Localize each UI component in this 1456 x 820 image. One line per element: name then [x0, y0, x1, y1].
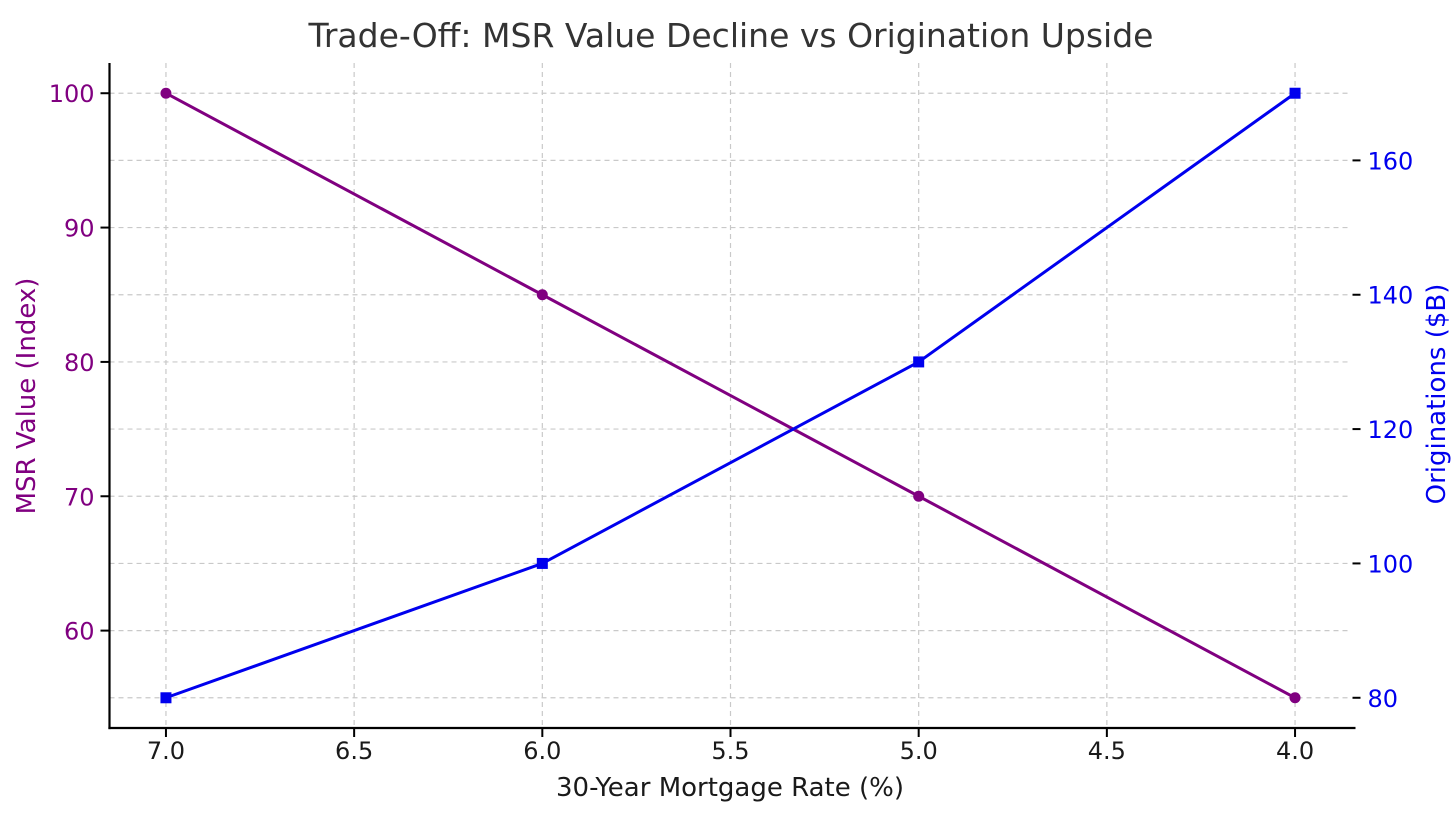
- right-tick-label: 140: [1368, 282, 1414, 310]
- left-tick-label: 90: [64, 215, 95, 243]
- axis-spines: [108, 63, 1356, 730]
- right-tick-label: 160: [1368, 147, 1414, 175]
- right-tick-label: 120: [1368, 416, 1414, 444]
- left-tick-label: 60: [64, 618, 95, 646]
- data-point-circle: [913, 490, 925, 502]
- gridlines: [109, 63, 1352, 728]
- x-tick-label: 6.0: [523, 737, 561, 765]
- left-tick-label: 70: [64, 483, 95, 511]
- x-axis-label: 30-Year Mortgage Rate (%): [556, 773, 904, 803]
- x-tick-label: 4.0: [1276, 737, 1314, 765]
- x-tick-label: 7.0: [147, 737, 185, 765]
- x-tick-label: 5.0: [900, 737, 938, 765]
- data-point-circle: [536, 289, 548, 301]
- x-tick-label: 6.5: [335, 737, 373, 765]
- right-axis-ticks: 160 140 120 100 80: [1352, 147, 1414, 713]
- data-point-circle: [1289, 692, 1301, 704]
- right-tick-label: 80: [1368, 685, 1399, 713]
- series-msr-value: [160, 87, 1301, 704]
- x-tick-label: 4.5: [1088, 737, 1126, 765]
- series-line: [165, 92, 1296, 700]
- series-originations: [160, 87, 1301, 704]
- right-tick-label: 100: [1368, 550, 1414, 578]
- data-point-square: [536, 557, 548, 569]
- data-point-square: [913, 356, 925, 368]
- data-point-square: [1289, 87, 1301, 99]
- left-axis-ticks: 100 90 80 70 60: [49, 80, 109, 646]
- x-tick-label: 5.5: [711, 737, 749, 765]
- data-point-square: [160, 692, 172, 704]
- x-axis-ticks: 7.0 6.5 6.0 5.5 5.0 4.5 4.0: [147, 729, 1314, 765]
- chart-title: Trade-Off: MSR Value Decline vs Originat…: [308, 16, 1154, 55]
- left-tick-label: 100: [49, 80, 95, 108]
- data-point-circle: [160, 87, 172, 99]
- series-line: [165, 91, 1296, 700]
- left-tick-label: 80: [64, 349, 95, 377]
